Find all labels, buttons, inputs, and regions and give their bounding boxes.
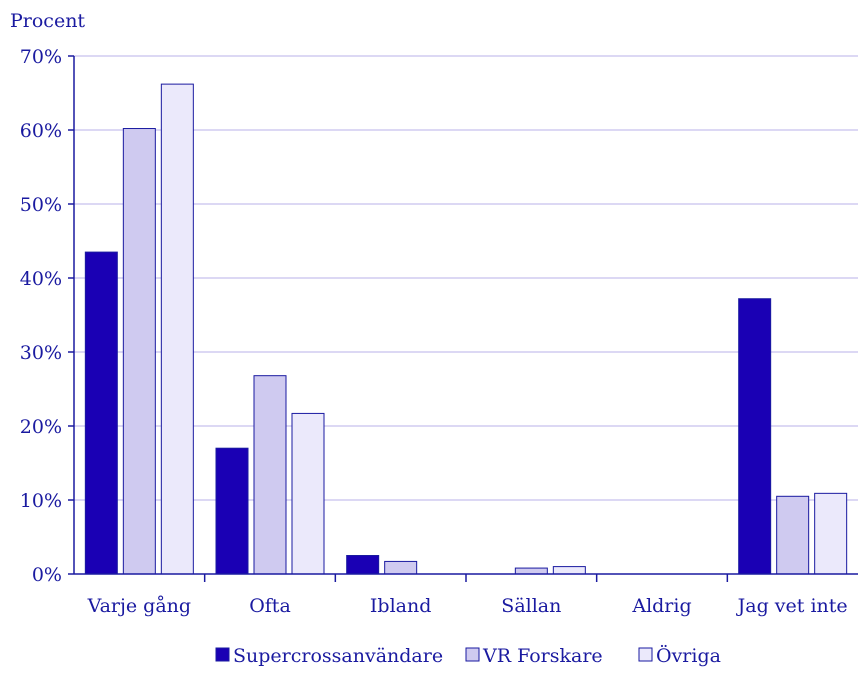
y-tick-label: 20% bbox=[20, 416, 62, 438]
bar bbox=[514, 567, 548, 575]
x-category-label: Varje gång bbox=[87, 595, 191, 617]
bar bbox=[122, 128, 156, 575]
y-tick-label: 40% bbox=[20, 268, 62, 290]
y-tick-label: 70% bbox=[20, 46, 62, 68]
bar bbox=[738, 298, 772, 575]
bar bbox=[215, 447, 249, 575]
y-tick-label: 30% bbox=[20, 342, 62, 364]
y-tick-label: 10% bbox=[20, 490, 62, 512]
y-tick-label: 50% bbox=[20, 194, 62, 216]
legend-label: VR Forskare bbox=[482, 645, 603, 667]
legend-label: Supercrossanvändare bbox=[233, 645, 443, 667]
bar bbox=[384, 560, 418, 575]
legend-swatch bbox=[215, 647, 230, 662]
y-tick-label: 60% bbox=[20, 120, 62, 142]
y-axis-unit-label: Procent bbox=[10, 10, 85, 32]
x-category-label: Ibland bbox=[370, 595, 431, 617]
x-category-label: Sällan bbox=[501, 595, 561, 617]
bar bbox=[84, 251, 118, 575]
gridlines bbox=[74, 55, 858, 501]
bar bbox=[291, 412, 325, 575]
x-category-label: Aldrig bbox=[631, 595, 691, 617]
x-axis-category-labels: Varje gång Ofta Ibland Sällan Aldrig Jag vet … bbox=[87, 595, 848, 617]
x-category-label: Jag vet inte bbox=[736, 595, 848, 617]
y-axis-ticks: 0% 10% 20% 30% 40% 50% 60% 70% bbox=[20, 46, 62, 586]
bar bbox=[160, 83, 194, 575]
bar bbox=[552, 566, 586, 575]
axes bbox=[68, 55, 858, 582]
legend-swatch bbox=[638, 647, 653, 662]
legend-label: Övriga bbox=[656, 644, 721, 667]
bar bbox=[814, 492, 848, 575]
x-category-label: Ofta bbox=[249, 595, 291, 617]
bar bbox=[253, 375, 287, 575]
bar bbox=[346, 555, 380, 575]
bar bbox=[776, 495, 810, 575]
bars bbox=[84, 83, 848, 575]
legend-swatch bbox=[465, 647, 480, 662]
legend: Supercrossanvändare VR Forskare Övriga bbox=[215, 644, 721, 667]
y-tick-label: 0% bbox=[32, 564, 62, 586]
